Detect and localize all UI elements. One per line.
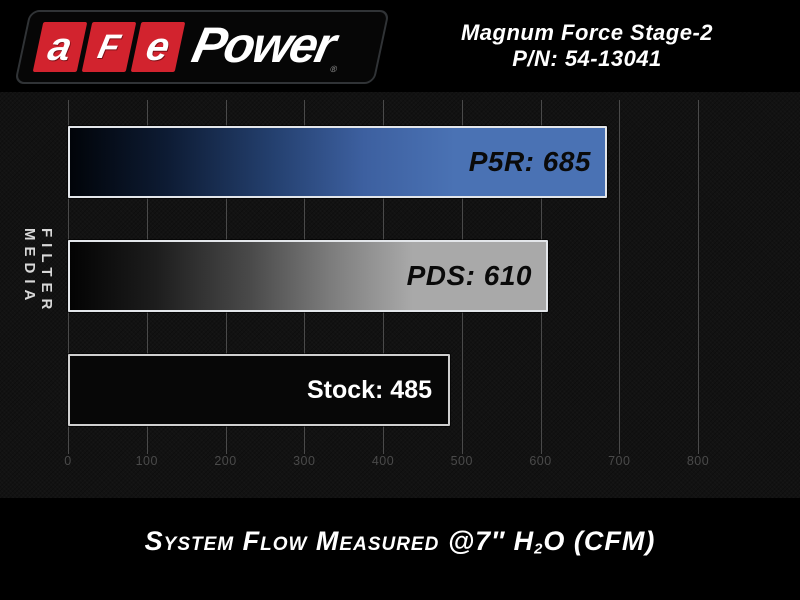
- x-tick-200: 200: [214, 454, 237, 468]
- x-tick-300: 300: [293, 454, 316, 468]
- logo-letter-a: a: [32, 22, 88, 72]
- gridline-800: [698, 100, 699, 454]
- x-tick-100: 100: [135, 454, 158, 468]
- chart-title-text: System Flow Measured @7″ H: [144, 526, 535, 556]
- logo-letter-f: F: [81, 22, 137, 72]
- registered-trademark-icon: ®: [329, 64, 339, 74]
- x-tick-700: 700: [608, 454, 631, 468]
- bar-pds: PDS: 610: [68, 240, 548, 312]
- afe-power-logo: a F e Power ®: [14, 10, 390, 84]
- chart-title-text-end: O (CFM): [543, 526, 656, 556]
- x-tick-600: 600: [529, 454, 552, 468]
- bar-label-pds: PDS: 610: [406, 260, 532, 291]
- logo-wordmark: Power: [187, 17, 340, 73]
- y-axis-label: FILTER MEDIA: [21, 228, 55, 316]
- bar-label-stock: Stock: 485: [306, 375, 432, 404]
- x-tick-500: 500: [450, 454, 473, 468]
- logo-letter-e: e: [130, 22, 186, 72]
- product-part-number: P/N: 54-13041: [512, 45, 662, 71]
- x-tick-800: 800: [686, 454, 710, 468]
- chart-title-subscript: 2: [534, 541, 544, 558]
- product-title: Magnum Force Stage-2 P/N: 54-13041: [422, 20, 752, 72]
- chart-title: System Flow Measured @7″ H2O (CFM): [0, 526, 800, 558]
- x-tick-0: 0: [64, 454, 72, 468]
- bar-p5r: P5R: 685: [68, 126, 607, 198]
- header-band: a F e Power ® Magnum Force Stage-2 P/N: …: [0, 0, 800, 92]
- bar-label-p5r: P5R: 685: [468, 146, 591, 177]
- chart-panel: FILTER MEDIA P5R: 685 PDS: 610 Stock: 48…: [0, 92, 800, 498]
- bar-stock: Stock: 485: [68, 354, 450, 426]
- gridline-700: [619, 100, 621, 454]
- x-tick-400: 400: [371, 454, 395, 468]
- footer-band: System Flow Measured @7″ H2O (CFM): [0, 498, 800, 600]
- product-name: Magnum Force Stage-2: [460, 20, 714, 45]
